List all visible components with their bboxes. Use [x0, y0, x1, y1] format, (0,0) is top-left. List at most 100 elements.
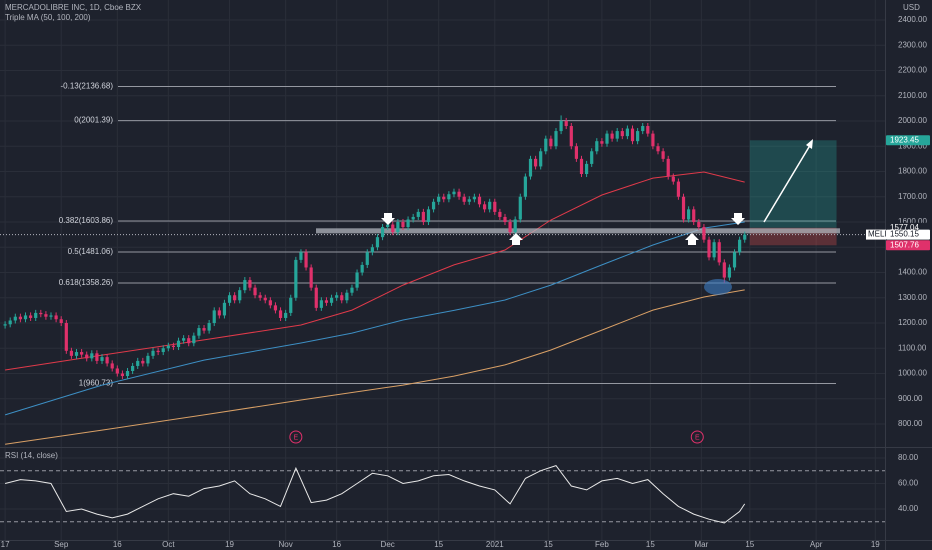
- x-tick-label: Nov: [279, 540, 293, 549]
- fib-label: 0(2001.39): [74, 116, 113, 125]
- candle-body: [687, 209, 691, 220]
- stop-tag-label: 1507.76: [890, 240, 919, 249]
- candle-body: [472, 196, 476, 200]
- y-tick-label: 2100.00: [898, 91, 927, 100]
- candle-body: [661, 151, 665, 159]
- event-label: E: [294, 434, 299, 441]
- candle-body: [431, 201, 436, 210]
- candle-body: [692, 209, 696, 222]
- candle-body: [620, 131, 624, 137]
- candle-body: [508, 221, 512, 233]
- x-tick-label: 2021: [486, 540, 504, 549]
- x-tick-label: Dec: [381, 540, 395, 549]
- candle-body: [493, 201, 497, 212]
- candle-body: [636, 131, 640, 142]
- candle-body: [329, 297, 334, 303]
- candle-body: [656, 146, 660, 152]
- candle-body: [136, 360, 140, 366]
- arrow-head: [806, 139, 813, 149]
- x-tick-label: 15: [544, 540, 553, 549]
- candle-body: [95, 353, 99, 361]
- candle-body: [738, 239, 742, 253]
- candle-body: [523, 176, 527, 197]
- last-price-tag-label: 1550.15: [890, 230, 919, 239]
- x-tick-label: 16: [332, 540, 341, 549]
- candle-body: [595, 141, 599, 152]
- candle-body: [564, 120, 568, 127]
- candle-body: [590, 151, 594, 164]
- candle-body: [197, 328, 201, 336]
- candle-body: [615, 131, 619, 139]
- candle-body: [605, 133, 609, 144]
- y-tick-label: 1700.00: [898, 192, 927, 201]
- stop-tag: [886, 240, 930, 251]
- candle-body: [651, 133, 655, 147]
- candle-body: [69, 350, 74, 356]
- down-arrow: [731, 213, 745, 225]
- symbol-label: MELI: [868, 230, 887, 239]
- candle-body: [360, 264, 364, 273]
- event-marker: [690, 430, 704, 444]
- x-tick-label: 15: [434, 540, 443, 549]
- candle-body: [584, 163, 589, 175]
- candle-body: [579, 158, 584, 175]
- candle-body: [258, 295, 262, 298]
- y-tick-label: 1900.00: [898, 141, 927, 150]
- candle-body: [90, 353, 94, 359]
- candle-body: [273, 305, 278, 311]
- candle-body: [141, 360, 145, 364]
- candle-body: [18, 316, 23, 320]
- candle-body: [462, 196, 466, 202]
- candle-body: [727, 267, 732, 278]
- candle-body: [421, 211, 425, 222]
- candle-body: [365, 252, 369, 265]
- candle-body: [569, 126, 573, 147]
- candle-body: [386, 224, 390, 228]
- candle-body: [161, 348, 165, 353]
- candle-body: [671, 176, 675, 182]
- currency: USD: [903, 3, 920, 12]
- candle-body: [503, 216, 507, 222]
- candle-body: [263, 297, 267, 301]
- target-tag: [886, 135, 930, 146]
- fib-label: 0.382(1603.86): [59, 216, 114, 225]
- candle-body: [268, 300, 272, 306]
- candle-body: [294, 259, 298, 298]
- candle-body: [447, 194, 451, 200]
- candle-body: [722, 262, 726, 278]
- candle-body: [304, 252, 308, 268]
- y-tick-label: 1100.00: [898, 343, 927, 352]
- candle-body: [49, 315, 53, 317]
- candle-body: [513, 219, 517, 233]
- candle-body: [416, 211, 420, 217]
- rsi-tick-label: 60.00: [898, 479, 919, 488]
- candle-body: [202, 328, 206, 331]
- candle-body: [406, 219, 410, 228]
- rsi-tick-label: 80.00: [898, 453, 919, 462]
- candle-body: [39, 312, 43, 315]
- rsi-title: RSI (14, close): [5, 451, 58, 460]
- candle-body: [610, 133, 614, 139]
- candle-body: [289, 297, 293, 313]
- candle-body: [80, 352, 84, 355]
- candle-body: [23, 315, 28, 320]
- x-tick-label: 15: [646, 540, 655, 549]
- candle-body: [227, 295, 232, 303]
- candle-body: [370, 247, 374, 253]
- y-tick-label: 900.00: [898, 394, 923, 403]
- y-tick-label: 1300.00: [898, 293, 927, 302]
- fib-label: -0.13(2136.68): [61, 82, 114, 91]
- y-tick-label: 1000.00: [898, 369, 927, 378]
- y-tick-label: 1600.00: [898, 217, 927, 226]
- x-tick-label: Feb: [595, 540, 609, 549]
- event-marker: [289, 430, 303, 444]
- x-tick-label: Sep: [54, 540, 69, 549]
- down-arrow: [381, 213, 395, 225]
- candle-body: [74, 352, 79, 356]
- up-arrow: [685, 233, 699, 245]
- rsi-line: [4, 465, 746, 524]
- candle-body: [702, 227, 706, 240]
- candle-body: [324, 300, 329, 303]
- candle-body: [452, 191, 456, 195]
